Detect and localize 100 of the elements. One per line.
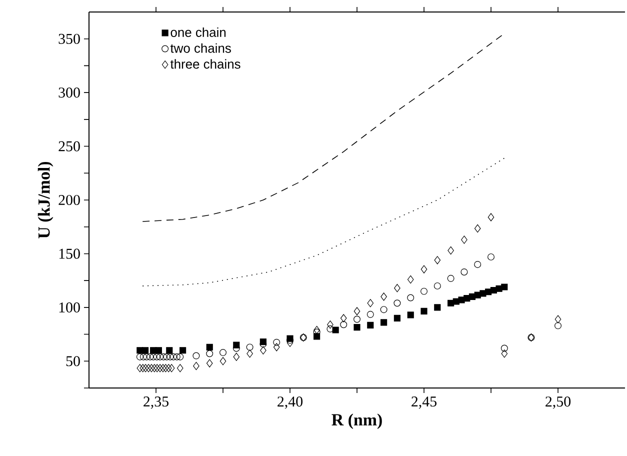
point — [163, 353, 170, 360]
point — [366, 310, 374, 318]
point — [148, 364, 155, 372]
point — [173, 353, 180, 360]
point — [380, 319, 388, 326]
point — [142, 364, 149, 372]
point — [488, 253, 494, 260]
y-tick-label: 50 — [66, 356, 80, 366]
point — [434, 256, 441, 264]
point — [206, 350, 214, 358]
point — [273, 338, 280, 346]
point — [407, 312, 414, 318]
point — [367, 322, 374, 328]
point — [461, 236, 468, 244]
point — [220, 349, 226, 356]
point — [233, 352, 240, 361]
point — [143, 353, 150, 360]
point — [246, 344, 254, 351]
line-series — [142, 158, 505, 286]
point — [407, 294, 414, 302]
point — [488, 213, 494, 222]
point — [434, 304, 441, 311]
point — [501, 350, 508, 358]
point — [146, 353, 154, 360]
point — [501, 284, 508, 290]
y-tick-label: 100 — [59, 302, 80, 312]
legend-label: two chains — [170, 43, 231, 53]
point — [394, 284, 400, 292]
y-tick-label: 350 — [58, 34, 80, 44]
point — [460, 268, 468, 276]
point — [420, 308, 428, 314]
point — [434, 282, 441, 290]
point — [162, 364, 169, 372]
point — [332, 326, 339, 334]
point — [380, 306, 388, 314]
point — [448, 246, 454, 255]
x-tick-label: 2,50 — [546, 396, 571, 409]
y-tick-label: 200 — [58, 194, 80, 206]
point — [136, 353, 144, 360]
point — [447, 274, 454, 282]
x-tick-label: 2,45 — [412, 396, 436, 409]
point — [156, 364, 164, 372]
point — [340, 321, 348, 328]
point — [140, 353, 147, 360]
x-tick-label: 2,35 — [144, 396, 168, 409]
point — [554, 315, 562, 324]
point — [260, 346, 266, 354]
point — [380, 292, 387, 301]
point — [155, 347, 162, 354]
point — [220, 357, 226, 366]
point — [145, 364, 152, 372]
y-tick-label: 300 — [58, 88, 80, 98]
point — [150, 353, 157, 360]
point — [180, 347, 186, 354]
point — [142, 347, 149, 354]
point — [326, 325, 334, 332]
point — [156, 353, 164, 360]
point — [151, 364, 158, 372]
point — [160, 364, 166, 372]
point — [420, 265, 428, 274]
point — [154, 364, 160, 372]
legend-label: three chains — [170, 59, 240, 69]
y-tick-label: 150 — [59, 248, 80, 259]
point — [480, 290, 486, 297]
point — [474, 224, 481, 233]
point — [206, 344, 213, 350]
point — [176, 353, 184, 360]
legend-label: one chain — [170, 27, 226, 37]
point — [168, 364, 175, 372]
point — [354, 324, 360, 331]
point — [176, 364, 184, 372]
point — [166, 353, 174, 360]
point — [136, 364, 144, 372]
point — [500, 344, 508, 352]
x-axis-title: R (nm) — [332, 414, 382, 429]
point — [160, 353, 167, 360]
point — [554, 322, 562, 330]
point — [340, 314, 347, 322]
point — [170, 353, 177, 360]
point — [206, 359, 213, 368]
point — [246, 350, 253, 358]
point — [420, 288, 428, 295]
x-tick-label: 2,40 — [278, 396, 303, 409]
y-axis-title: U (kJ/mol) — [38, 162, 54, 238]
point — [193, 362, 200, 370]
point — [165, 364, 172, 372]
point — [354, 316, 360, 323]
point — [394, 300, 401, 307]
y-tick-label: 250 — [58, 141, 80, 152]
point — [327, 320, 334, 329]
point — [407, 275, 414, 284]
point — [192, 352, 200, 360]
point — [394, 314, 400, 322]
point — [140, 364, 146, 372]
point — [166, 347, 173, 354]
point — [354, 307, 360, 316]
point — [367, 299, 374, 308]
point — [314, 326, 320, 334]
point — [153, 353, 160, 360]
point — [273, 343, 280, 352]
